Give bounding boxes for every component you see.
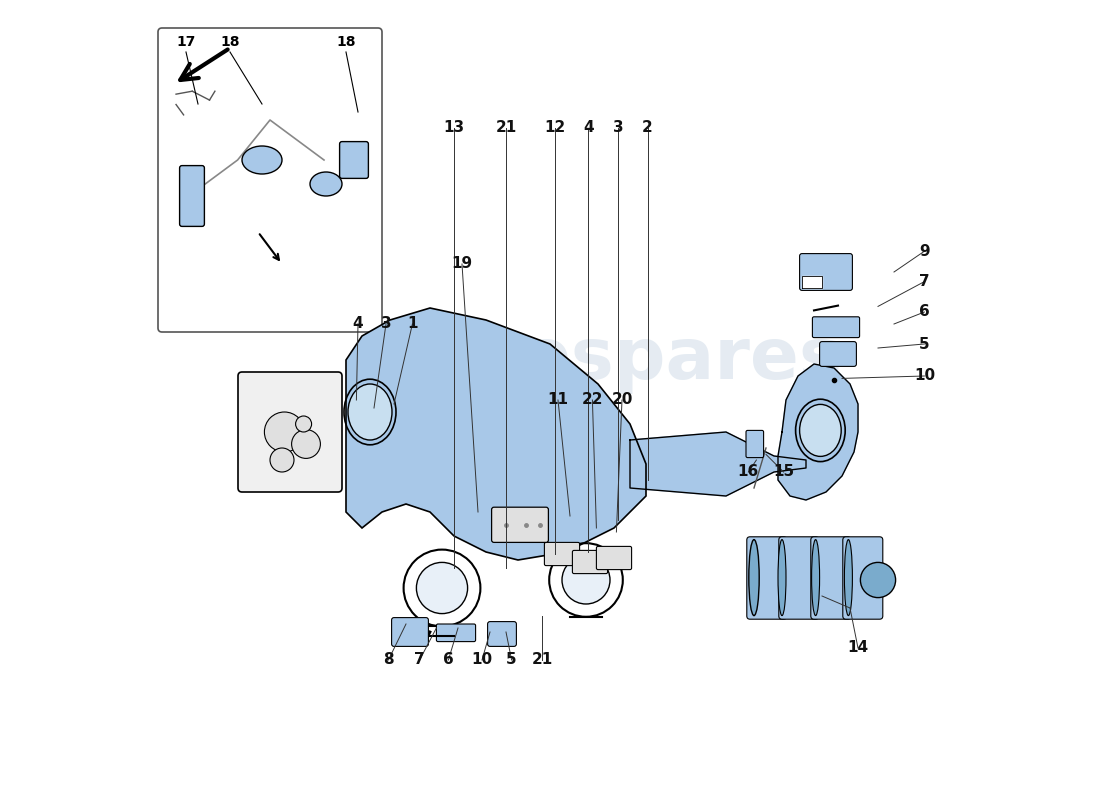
- Text: 21: 21: [495, 121, 517, 135]
- Text: 2: 2: [642, 121, 653, 135]
- PathPatch shape: [346, 308, 646, 560]
- Circle shape: [270, 448, 294, 472]
- Polygon shape: [630, 432, 806, 496]
- Text: 8: 8: [383, 653, 394, 667]
- FancyBboxPatch shape: [813, 317, 859, 338]
- Text: 11: 11: [548, 393, 569, 407]
- FancyBboxPatch shape: [158, 28, 382, 332]
- Ellipse shape: [749, 539, 759, 616]
- Ellipse shape: [242, 146, 282, 174]
- Text: 10: 10: [472, 653, 493, 667]
- Text: 16: 16: [738, 465, 759, 479]
- Text: 7: 7: [920, 274, 929, 289]
- Polygon shape: [802, 276, 822, 288]
- Text: 10: 10: [914, 369, 935, 383]
- Text: 3: 3: [381, 317, 392, 331]
- Ellipse shape: [845, 539, 853, 616]
- Text: 5: 5: [920, 337, 929, 351]
- Ellipse shape: [310, 172, 342, 196]
- Text: a passion for parts since 1985: a passion for parts since 1985: [421, 438, 758, 458]
- FancyBboxPatch shape: [843, 537, 883, 619]
- FancyBboxPatch shape: [392, 618, 428, 646]
- FancyBboxPatch shape: [340, 142, 368, 178]
- FancyBboxPatch shape: [238, 372, 342, 492]
- Text: 9: 9: [920, 244, 929, 258]
- FancyBboxPatch shape: [492, 507, 549, 542]
- Circle shape: [296, 416, 311, 432]
- Ellipse shape: [778, 539, 786, 616]
- Text: 12: 12: [544, 121, 565, 135]
- Text: 22: 22: [582, 393, 603, 407]
- Text: 5: 5: [506, 653, 517, 667]
- Text: 4: 4: [353, 317, 363, 331]
- Ellipse shape: [800, 404, 842, 456]
- FancyBboxPatch shape: [596, 546, 631, 570]
- Text: 18: 18: [220, 34, 240, 49]
- Text: 6: 6: [443, 653, 454, 667]
- FancyBboxPatch shape: [747, 537, 786, 619]
- FancyBboxPatch shape: [572, 550, 607, 574]
- FancyBboxPatch shape: [487, 622, 516, 646]
- Text: 19: 19: [451, 257, 473, 271]
- Text: 13: 13: [443, 121, 464, 135]
- Circle shape: [292, 430, 320, 458]
- Circle shape: [417, 562, 467, 614]
- Text: eurospares: eurospares: [386, 326, 843, 394]
- Text: 17: 17: [176, 34, 196, 49]
- Text: 4: 4: [583, 121, 594, 135]
- FancyBboxPatch shape: [811, 537, 850, 619]
- Circle shape: [562, 556, 611, 604]
- FancyBboxPatch shape: [746, 430, 763, 458]
- FancyBboxPatch shape: [179, 166, 205, 226]
- Text: 14: 14: [847, 641, 869, 655]
- Ellipse shape: [812, 539, 820, 616]
- FancyBboxPatch shape: [779, 537, 818, 619]
- FancyBboxPatch shape: [800, 254, 852, 290]
- Text: 20: 20: [612, 393, 632, 407]
- Ellipse shape: [348, 384, 392, 440]
- Circle shape: [860, 562, 895, 598]
- Text: 18: 18: [337, 34, 355, 49]
- Text: 1: 1: [407, 317, 418, 331]
- Polygon shape: [778, 364, 858, 500]
- Text: 7: 7: [415, 653, 425, 667]
- Text: 21: 21: [531, 653, 552, 667]
- FancyBboxPatch shape: [820, 342, 857, 366]
- Circle shape: [264, 412, 305, 452]
- FancyBboxPatch shape: [544, 542, 580, 566]
- FancyBboxPatch shape: [437, 624, 475, 642]
- Text: 6: 6: [918, 305, 930, 319]
- Text: 3: 3: [613, 121, 624, 135]
- Text: 15: 15: [773, 465, 794, 479]
